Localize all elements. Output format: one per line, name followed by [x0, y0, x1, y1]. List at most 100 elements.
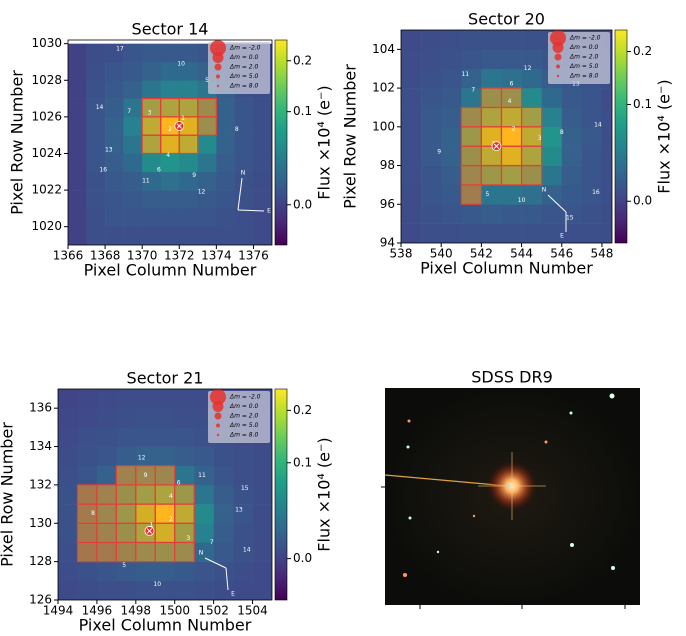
- pixel: [194, 504, 214, 523]
- pixel: [87, 135, 106, 154]
- pixel: [401, 146, 421, 166]
- pixel: [105, 99, 124, 118]
- pixel: [421, 224, 441, 244]
- pixel: [161, 227, 180, 246]
- legend-marker: [216, 424, 220, 428]
- aperture-pixel: [481, 88, 501, 107]
- pixel: [97, 389, 117, 408]
- pixel: [582, 224, 602, 244]
- pixel: [421, 185, 441, 205]
- pixel: [421, 204, 441, 224]
- pixel: [542, 204, 562, 224]
- pixel: [401, 107, 421, 127]
- pixel: [58, 542, 78, 561]
- legend-label: Δm = -2.0: [569, 35, 601, 42]
- star-label: 8: [91, 510, 95, 517]
- pixel: [253, 190, 272, 209]
- pixel: [562, 88, 582, 108]
- pixel: [401, 30, 421, 50]
- pixel: [68, 80, 87, 99]
- star-label: 9: [437, 148, 441, 155]
- aperture-pixel: [501, 88, 521, 107]
- pixel: [235, 208, 254, 227]
- legend-marker: [553, 42, 564, 53]
- pixel: [105, 190, 124, 209]
- star-label: 9: [192, 172, 196, 179]
- legend-marker: [213, 401, 224, 412]
- legend-marker: [215, 64, 222, 71]
- pixel: [421, 49, 441, 69]
- pixel: [233, 447, 253, 466]
- star-label: 16: [99, 166, 107, 173]
- colorbar: [275, 389, 287, 600]
- pixel: [155, 447, 175, 466]
- compass-e: E: [560, 233, 564, 240]
- pixel: [105, 117, 124, 136]
- pixel: [68, 227, 87, 246]
- y-tick-label: 126: [29, 593, 52, 607]
- pixel: [216, 117, 235, 136]
- pixel: [214, 447, 234, 466]
- pixel: [116, 408, 136, 427]
- pixel: [87, 62, 106, 81]
- aperture-pixel: [522, 107, 542, 126]
- pixel: [562, 127, 582, 147]
- star-label: 16: [592, 189, 600, 196]
- aperture-pixel: [198, 99, 217, 117]
- aperture-pixel: [97, 485, 116, 504]
- pixel: [68, 172, 87, 191]
- pixel: [58, 485, 78, 504]
- pixel: [481, 224, 501, 244]
- pixel: [542, 107, 562, 127]
- legend: Δm = -2.0Δm = 0.0Δm = 2.0Δm = 5.0Δm = 8.…: [208, 40, 270, 94]
- pixel: [522, 30, 542, 50]
- pixel: [216, 99, 235, 118]
- pixel: [253, 135, 272, 154]
- pixel: [161, 208, 180, 227]
- pixel: [97, 466, 117, 485]
- pixel: [116, 427, 136, 446]
- pixel: [142, 208, 161, 227]
- pixel: [216, 172, 235, 191]
- cbar-tick-label: 0.1: [293, 455, 312, 469]
- pixel: [175, 562, 195, 581]
- pixel: [582, 146, 602, 166]
- legend-label: Δm = 8.0: [229, 432, 259, 439]
- pixel: [97, 408, 117, 427]
- pixel: [562, 185, 582, 205]
- star-label: 14: [243, 547, 251, 554]
- cbar-tick-label: 0.0: [293, 551, 312, 565]
- pixel: [179, 190, 198, 209]
- pixel: [214, 466, 234, 485]
- star-label: 7: [471, 87, 475, 94]
- pixel: [179, 80, 198, 99]
- pixel: [136, 408, 156, 427]
- pixel: [116, 562, 136, 581]
- pixel: [142, 62, 161, 81]
- y-tick-label: 136: [29, 401, 52, 415]
- aperture-pixel: [175, 523, 194, 542]
- colorbar: [615, 30, 627, 243]
- pixel: [522, 224, 542, 244]
- pixel: [77, 562, 97, 581]
- legend: Δm = -2.0Δm = 0.0Δm = 2.0Δm = 5.0Δm = 8.…: [548, 30, 610, 84]
- pixel: [421, 127, 441, 147]
- legend-label: Δm = 5.0: [229, 422, 259, 429]
- chart-title: Sector 14: [132, 20, 209, 39]
- aperture-pixel: [461, 166, 481, 185]
- cbar-label: Flux ×10⁴ (e⁻): [315, 437, 334, 551]
- pixel: [161, 80, 180, 99]
- pixel: [216, 135, 235, 154]
- aperture-pixel: [116, 542, 135, 561]
- star-label: 3: [148, 110, 152, 117]
- pixel: [401, 69, 421, 89]
- aperture-pixel: [461, 107, 481, 126]
- pixel: [97, 562, 117, 581]
- y-tick-label: 96: [380, 197, 395, 211]
- y-axis-label: Pixel Row Number: [8, 70, 27, 215]
- pixel: [562, 146, 582, 166]
- pixel: [58, 504, 78, 523]
- pixel: [175, 447, 195, 466]
- pixel: [136, 427, 156, 446]
- aperture-pixel: [97, 523, 116, 542]
